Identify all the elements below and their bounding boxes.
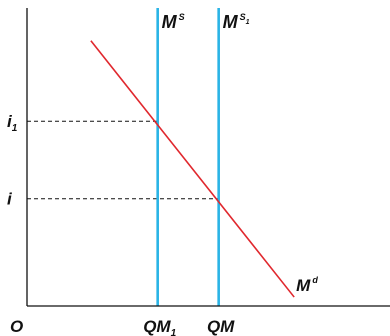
x-level-label-1: QM1: [143, 317, 176, 336]
x-level-label-2: QM: [207, 317, 235, 336]
curves: [90, 8, 295, 306]
axes: [26, 8, 390, 307]
y-level-label-2: i: [7, 190, 13, 209]
labels: O M S M S1 M d i1 i QM1 QM: [7, 12, 318, 336]
supply-label-ms1: M S1: [223, 12, 250, 32]
dashed-guides: [27, 120, 219, 200]
demand-curve: [90, 40, 295, 298]
y-level-label-1: i1: [7, 112, 18, 134]
origin-label: O: [10, 317, 23, 336]
